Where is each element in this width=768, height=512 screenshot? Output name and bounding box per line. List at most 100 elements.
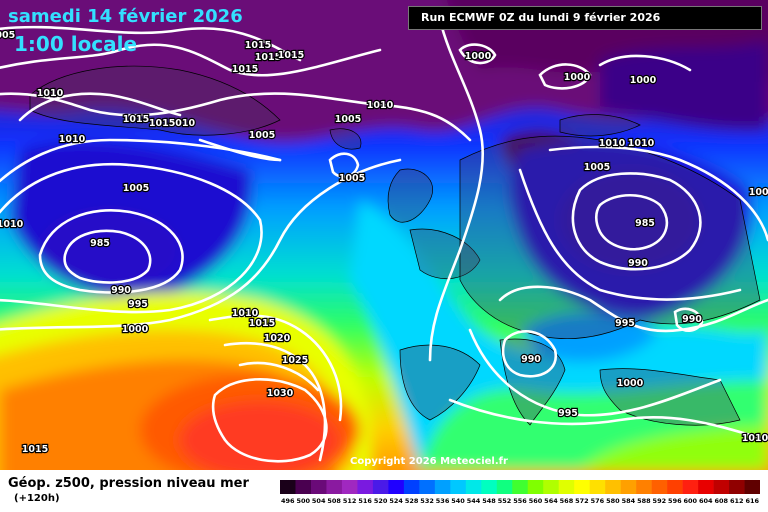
legend-subtitle: (+120h) — [14, 493, 60, 504]
scale-swatch — [341, 480, 358, 494]
isobar-label: 1015 — [255, 52, 281, 63]
scale-tick-label: 572 — [575, 497, 589, 505]
scale-tick-label: 504 — [312, 497, 326, 505]
isobar-label: 1005 — [335, 114, 361, 125]
scale-tick-label: 508 — [327, 497, 341, 505]
scale-tick-label: 592 — [653, 497, 667, 505]
isobar-label: 995 — [615, 318, 635, 329]
legend-title: Géop. z500, pression niveau mer — [8, 476, 249, 491]
scale-tick-label: 564 — [544, 497, 558, 505]
isobar-label: 985 — [635, 218, 655, 229]
isobar-label: 1000 — [564, 72, 591, 83]
scale-tick-label: 588 — [637, 497, 651, 505]
isobar-label: 1015 — [278, 50, 304, 61]
isobar-label: 1010 — [628, 138, 655, 149]
isobar-label: 1030 — [267, 388, 294, 399]
scale-swatch — [388, 480, 405, 494]
isobar-label: 1005 — [339, 173, 365, 184]
scale-swatch — [574, 480, 590, 494]
scale-swatch — [713, 480, 730, 494]
scale-swatch — [419, 480, 436, 494]
isobar-label: 995 — [128, 299, 148, 310]
scale-tick-label: 580 — [606, 497, 620, 505]
scale-swatch — [527, 480, 544, 494]
scale-swatch — [450, 480, 467, 494]
run-info: Run ECMWF 0Z du lundi 9 février 2026 — [421, 11, 661, 24]
legend-footer: Géop. z500, pression niveau mer (+120h) … — [0, 470, 768, 512]
isobar-label: 1005 — [0, 30, 15, 41]
scale-swatch — [326, 480, 343, 494]
scale-swatch — [465, 480, 482, 494]
isobar-label: 990 — [111, 285, 131, 296]
isobar-label: 1005 — [249, 130, 275, 141]
scale-swatch — [543, 480, 560, 494]
isobar-label: 1000 — [465, 51, 492, 62]
scale-swatch — [682, 480, 699, 494]
scale-tick-label: 576 — [591, 497, 605, 505]
scale-swatch — [434, 480, 451, 494]
isobar-label: 1015 — [232, 64, 258, 75]
isobar-label: 1010 — [367, 100, 394, 111]
scale-tick-label: 520 — [374, 497, 388, 505]
isobars — [0, 18, 768, 463]
scale-tick-label: 536 — [436, 497, 450, 505]
scale-swatch — [667, 480, 683, 494]
isobar-label: 1010 — [37, 88, 64, 99]
copyright: Copyright 2026 Meteociel.fr — [350, 456, 508, 467]
scale-tick-label: 544 — [467, 497, 481, 505]
isobar-label: 1010 — [599, 138, 626, 149]
isobar-label: 995 — [558, 408, 578, 419]
scale-swatch — [357, 480, 374, 494]
scale-tick-label: 608 — [715, 497, 729, 505]
isobar-label: 1010 — [0, 219, 24, 230]
isobar-label: 985 — [90, 238, 110, 249]
run-info-box: Run ECMWF 0Z du lundi 9 février 2026 — [408, 6, 762, 30]
scale-tick-label: 516 — [358, 497, 372, 505]
scale-swatch — [744, 480, 760, 494]
scale-swatch — [589, 480, 606, 494]
scale-tick-label: 540 — [451, 497, 465, 505]
isobar-label: 1015 — [123, 114, 149, 125]
isobar-label: 990 — [628, 258, 648, 269]
scale-swatch — [698, 480, 714, 494]
scale-tick-label: 584 — [622, 497, 636, 505]
forecast-time: 1:00 locale — [14, 32, 138, 56]
scale-swatch — [651, 480, 668, 494]
isobar-label: 1000 — [122, 324, 149, 335]
scale-swatch — [295, 480, 312, 494]
scale-swatch — [636, 480, 652, 494]
isobar-label: 990 — [521, 354, 541, 365]
scale-tick-label: 612 — [730, 497, 744, 505]
scale-swatch — [558, 480, 575, 494]
isobar-label: 1010 — [59, 134, 86, 145]
isobar-label: 1015 — [22, 444, 48, 455]
scale-tick-label: 512 — [343, 497, 357, 505]
scale-tick-label: 524 — [389, 497, 403, 505]
scale-tick-label: 500 — [296, 497, 310, 505]
scale-tick-label: 496 — [281, 497, 295, 505]
scale-tick-label: 528 — [405, 497, 419, 505]
geopotential-map: 1005101510151015101510101015101501010101… — [0, 0, 768, 470]
isobar-label: 1015 — [245, 40, 271, 51]
scale-tick-label: 600 — [684, 497, 698, 505]
isobar-label: 1015 — [249, 318, 275, 329]
scale-tick-label: 560 — [529, 497, 543, 505]
scale-swatch — [310, 480, 327, 494]
scale-tick-label: 552 — [498, 497, 512, 505]
isobar-label: 1005 — [123, 183, 149, 194]
scale-tick-label: 532 — [420, 497, 434, 505]
scale-swatch — [605, 480, 621, 494]
scale-tick-label: 568 — [560, 497, 574, 505]
scale-tick-label: 596 — [668, 497, 682, 505]
isobar-label: 1025 — [282, 355, 308, 366]
scale-tick-label: 604 — [699, 497, 713, 505]
scale-swatch — [620, 480, 637, 494]
scale-swatch — [403, 480, 420, 494]
forecast-date: samedi 14 février 2026 — [8, 6, 243, 27]
scale-swatch — [481, 480, 498, 494]
isobar-label: 1020 — [264, 333, 291, 344]
isobar-label: 990 — [682, 314, 702, 325]
scale-swatch — [280, 480, 296, 494]
scale-swatch — [729, 480, 745, 494]
